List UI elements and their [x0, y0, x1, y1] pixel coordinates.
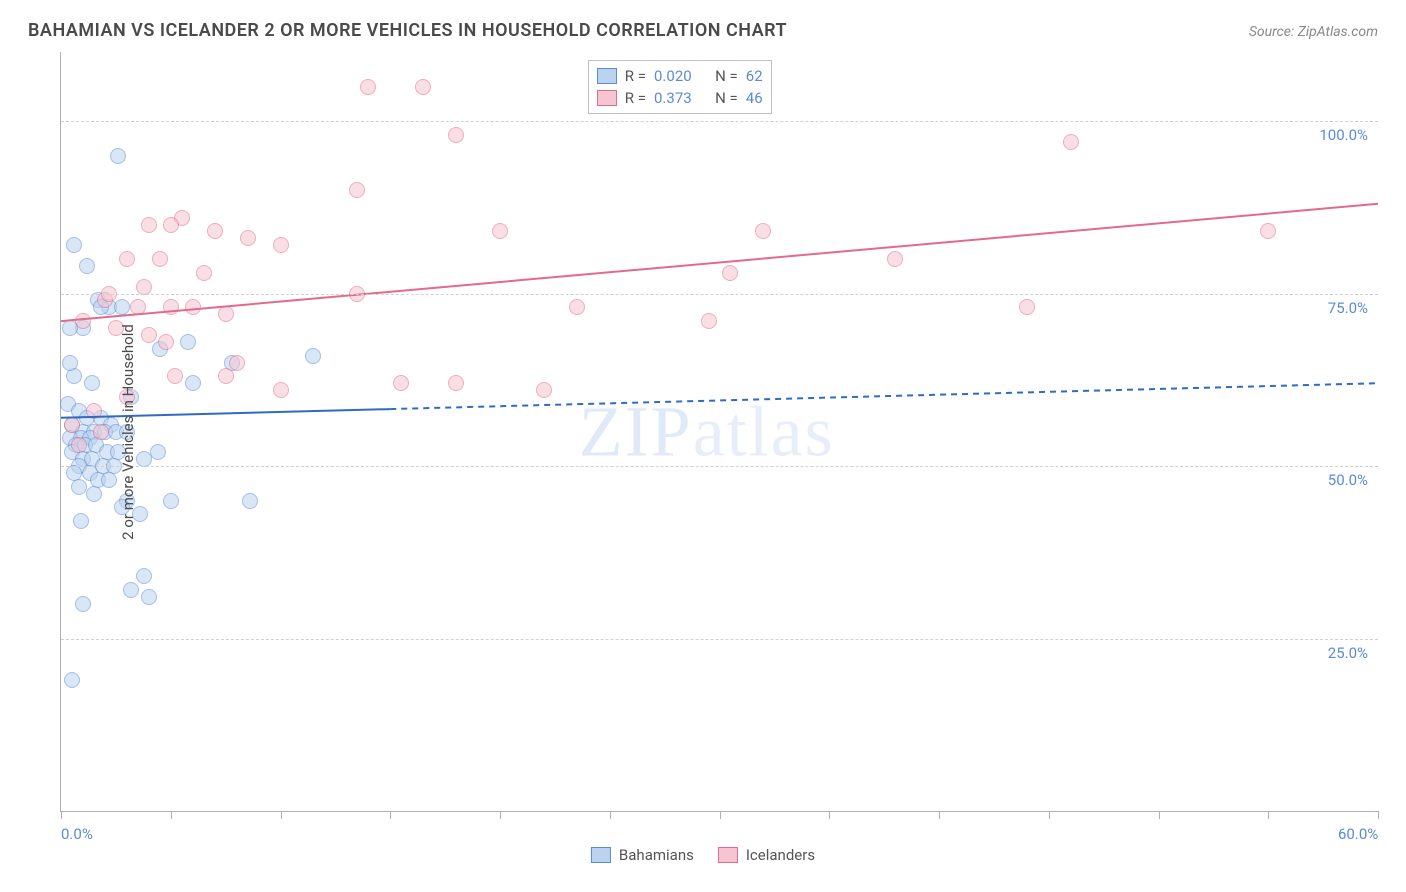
legend-label-bahamians: Bahamians — [619, 846, 694, 864]
legend-item-bahamians: Bahamians — [591, 846, 694, 864]
gridline — [61, 294, 1378, 295]
chart-title: BAHAMIAN VS ICELANDER 2 OR MORE VEHICLES… — [28, 20, 787, 41]
trend-lines — [61, 52, 1378, 811]
stat-legend: R = 0.020 N = 62 R = 0.373 N = 46 — [588, 60, 772, 114]
y-tick-label: 100.0% — [1319, 126, 1368, 144]
r-value-icelanders: 0.373 — [654, 89, 692, 107]
chart-container: BAHAMIAN VS ICELANDER 2 OR MORE VEHICLES… — [0, 0, 1406, 892]
gridline — [61, 121, 1378, 122]
y-tick-label: 50.0% — [1328, 471, 1368, 489]
header: BAHAMIAN VS ICELANDER 2 OR MORE VEHICLES… — [0, 0, 1406, 49]
x-tick — [610, 811, 611, 819]
plot-wrap: ZIPatlas R = 0.020 N = 62 R = 0.373 — [60, 52, 1378, 812]
x-tick — [390, 811, 391, 819]
x-range-label: 60.0% — [1338, 825, 1378, 843]
n-label: N = — [715, 89, 738, 107]
y-axis-title: 2 or more Vehicles in Household — [119, 324, 137, 540]
source-label: Source: ZipAtlas.com — [1249, 24, 1378, 40]
legend-item-icelanders: Icelanders — [718, 846, 815, 864]
x-tick — [61, 811, 62, 819]
bottom-legend: Bahamians Icelanders — [591, 846, 815, 864]
stat-row-bahamians: R = 0.020 N = 62 — [597, 65, 763, 87]
gridline — [61, 639, 1378, 640]
x-tick — [1378, 811, 1379, 819]
x-tick — [1159, 811, 1160, 819]
r-value-bahamians: 0.020 — [654, 67, 692, 85]
legend-swatch-icelanders — [718, 847, 738, 863]
r-label: R = — [625, 89, 646, 107]
x-tick — [171, 811, 172, 819]
swatch-icelanders — [597, 90, 617, 106]
x-tick — [281, 811, 282, 819]
legend-label-icelanders: Icelanders — [746, 846, 815, 864]
x-tick — [829, 811, 830, 819]
r-label: R = — [625, 67, 646, 85]
y-tick-label: 25.0% — [1328, 644, 1368, 662]
stat-row-icelanders: R = 0.373 N = 46 — [597, 87, 763, 109]
y-tick-label: 75.0% — [1328, 299, 1368, 317]
x-tick — [1268, 811, 1269, 819]
n-value-bahamians: 62 — [746, 67, 763, 85]
plot-area: ZIPatlas R = 0.020 N = 62 R = 0.373 — [60, 52, 1378, 812]
swatch-bahamians — [597, 68, 617, 84]
x-tick — [939, 811, 940, 819]
x-tick — [500, 811, 501, 819]
n-label: N = — [715, 67, 738, 85]
x-tick — [720, 811, 721, 819]
n-value-icelanders: 46 — [746, 89, 763, 107]
x-tick — [1049, 811, 1050, 819]
legend-swatch-bahamians — [591, 847, 611, 863]
gridline — [61, 466, 1378, 467]
x-range-label: 0.0% — [61, 825, 93, 843]
